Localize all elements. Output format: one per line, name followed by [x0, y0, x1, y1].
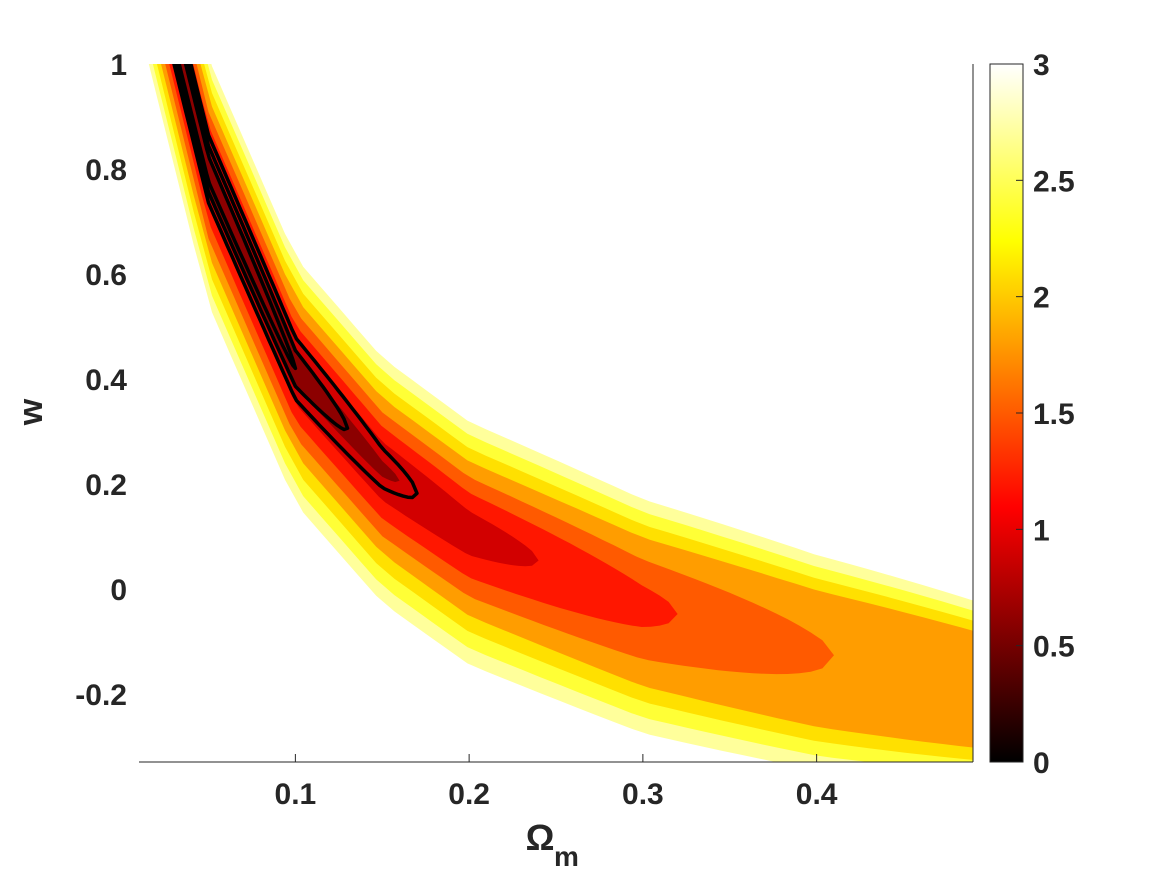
x-tick-label: 0.1	[275, 778, 317, 811]
colorbar: 3 2.5 2 1.5 1 0.5 0	[989, 49, 1075, 780]
plot-area	[148, 64, 973, 762]
y-tick-label: 0.4	[85, 364, 127, 397]
x-axis-label: Ω	[526, 817, 555, 858]
colorbar-tick-label: 2.5	[1033, 165, 1075, 198]
y-tick-label: -0.2	[75, 679, 127, 712]
y-tick-label: 0.6	[85, 259, 127, 292]
y-tick-label: 1	[110, 49, 127, 82]
y-tick-label: 0	[110, 574, 127, 607]
colorbar-tick-label: 3	[1033, 49, 1050, 82]
colorbar-tick-label: 1.5	[1033, 398, 1075, 431]
x-axis-label-subscript: m	[554, 841, 579, 872]
axes: 0.1 0.2 0.3 0.4 1 0.8 0.6 0.4 0.2 0 -0.2 Ω m w	[12, 49, 974, 872]
contour-band-1.8	[161, 64, 973, 748]
contour-band-0.9	[173, 64, 539, 567]
x-tick-label: 0.4	[796, 778, 838, 811]
contour-line-inner	[177, 64, 298, 371]
y-tick-label: 0.8	[85, 154, 127, 187]
contour-line-middle	[174, 64, 350, 432]
x-tick-label: 0.2	[448, 778, 490, 811]
y-tick-label: 0.2	[85, 469, 127, 502]
contour-line-outer	[172, 64, 419, 500]
colorbar-tick-label: 1	[1033, 514, 1050, 547]
colorbar-tick-label: 0.5	[1033, 631, 1075, 664]
y-axis-label: w	[12, 398, 50, 426]
x-tick-label: 0.3	[622, 778, 664, 811]
colorbar-tick-label: 0	[1033, 747, 1050, 780]
contour-lines	[172, 64, 419, 500]
colorbar-tick-label: 2	[1033, 282, 1050, 315]
